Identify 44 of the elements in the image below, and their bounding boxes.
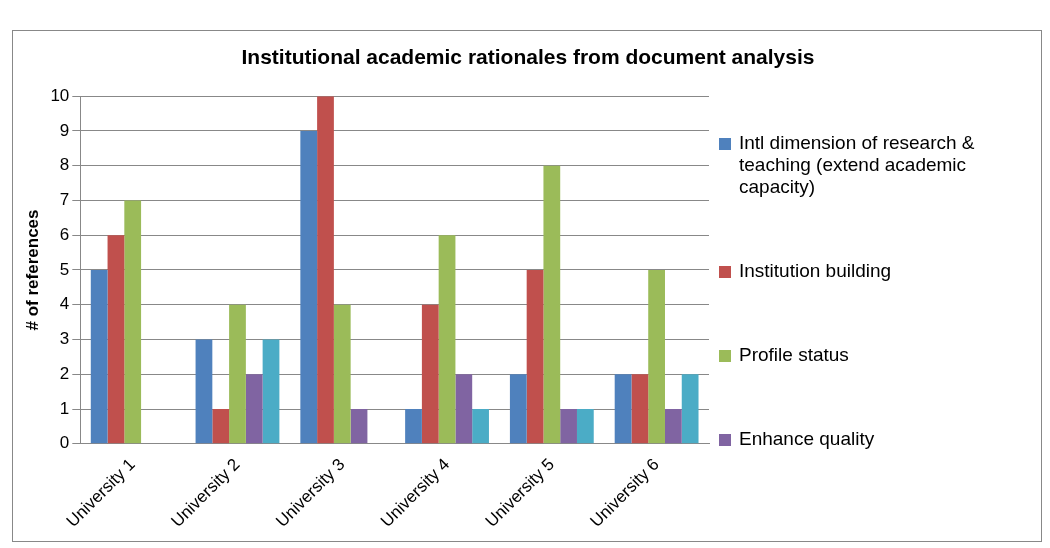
y-tick-label: 7 [59,190,70,210]
y-tick-label: 8 [59,155,70,175]
y-tick-label: 6 [59,224,70,244]
bar [212,409,230,444]
bar [107,235,125,444]
y-tick-label: 0 [59,433,70,453]
y-tick-label: 2 [59,363,70,383]
bar [245,374,263,444]
legend-label: Enhance quality [739,428,875,450]
bar [631,374,649,444]
bar [543,165,561,444]
bar [124,200,142,444]
bar [614,374,632,444]
bar [509,374,527,444]
bar [455,374,473,444]
bar [333,304,351,444]
bar [681,374,699,444]
bar [526,269,544,444]
bar [664,409,682,444]
bar [300,130,318,444]
legend-label: Intl dimension of research & teaching (extend academic capacity) [739,132,976,198]
bar [472,409,489,444]
y-tick-label: 1 [59,398,70,418]
bar [317,96,334,444]
y-axis-title: # of references [22,209,42,331]
chart-title: Institutional academic rationales from document analysis [240,45,816,69]
y-tick-label: 9 [59,120,70,140]
bar [648,269,665,444]
bar [405,409,422,444]
bar [438,235,456,444]
bar [90,269,108,444]
bar [195,339,213,444]
y-tick-label: 4 [59,294,70,314]
bar [229,304,246,444]
y-tick-label: 10 [50,85,70,105]
bar [262,339,280,444]
y-tick-label: 3 [59,329,70,349]
bar [560,409,577,444]
bar [421,304,439,444]
bar [350,409,368,444]
bar [576,409,594,444]
y-tick-label: 5 [59,259,70,279]
legend-label: Profile status [739,344,849,366]
legend-label: Institution building [739,260,892,282]
